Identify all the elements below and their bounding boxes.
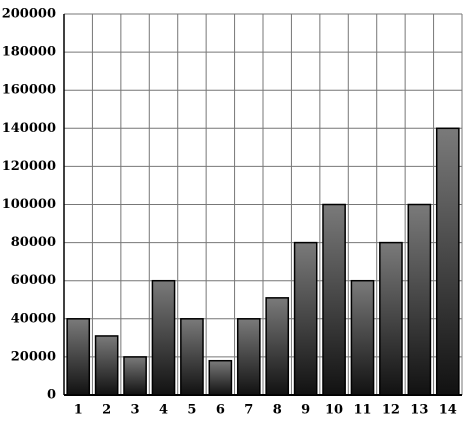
bar — [180, 318, 204, 396]
y-tick-label: 40000 — [11, 311, 56, 326]
x-tick-label: 12 — [382, 403, 400, 418]
bar — [435, 127, 460, 396]
bar — [151, 279, 176, 396]
y-tick-label: 60000 — [11, 273, 56, 288]
bar — [293, 241, 318, 396]
x-tick-label: 8 — [273, 403, 282, 418]
x-tick-label: 3 — [131, 403, 140, 418]
y-tick-label: 100000 — [2, 197, 56, 212]
bar — [123, 356, 147, 396]
y-tick-label: 80000 — [11, 235, 56, 250]
y-tick-label: 20000 — [11, 349, 56, 364]
bar — [236, 318, 261, 396]
x-tick-label: 1 — [74, 403, 83, 418]
bar — [265, 297, 290, 396]
x-tick-label: 4 — [159, 403, 168, 418]
x-tick-label: 10 — [325, 403, 343, 418]
y-tick-label: 120000 — [2, 159, 56, 174]
y-tick-label: 140000 — [2, 121, 56, 136]
bar — [407, 203, 432, 396]
x-tick-label: 5 — [187, 403, 196, 418]
y-tick-label: 0 — [47, 388, 56, 403]
bar — [322, 203, 346, 396]
x-tick-label: 9 — [301, 403, 310, 418]
bar — [379, 241, 403, 396]
bar — [208, 359, 233, 396]
y-tick-label: 180000 — [2, 45, 56, 60]
bar — [66, 318, 91, 396]
x-tick-label: 13 — [410, 403, 428, 418]
x-tick-label: 2 — [102, 403, 111, 418]
y-tick-label: 160000 — [2, 83, 56, 98]
x-tick-label: 6 — [216, 403, 225, 418]
bar — [94, 335, 119, 396]
x-tick-label: 14 — [439, 403, 457, 418]
x-tick-label: 7 — [244, 403, 253, 418]
y-tick-label: 200000 — [2, 7, 56, 22]
bar — [350, 279, 375, 396]
x-tick-label: 11 — [353, 403, 371, 418]
